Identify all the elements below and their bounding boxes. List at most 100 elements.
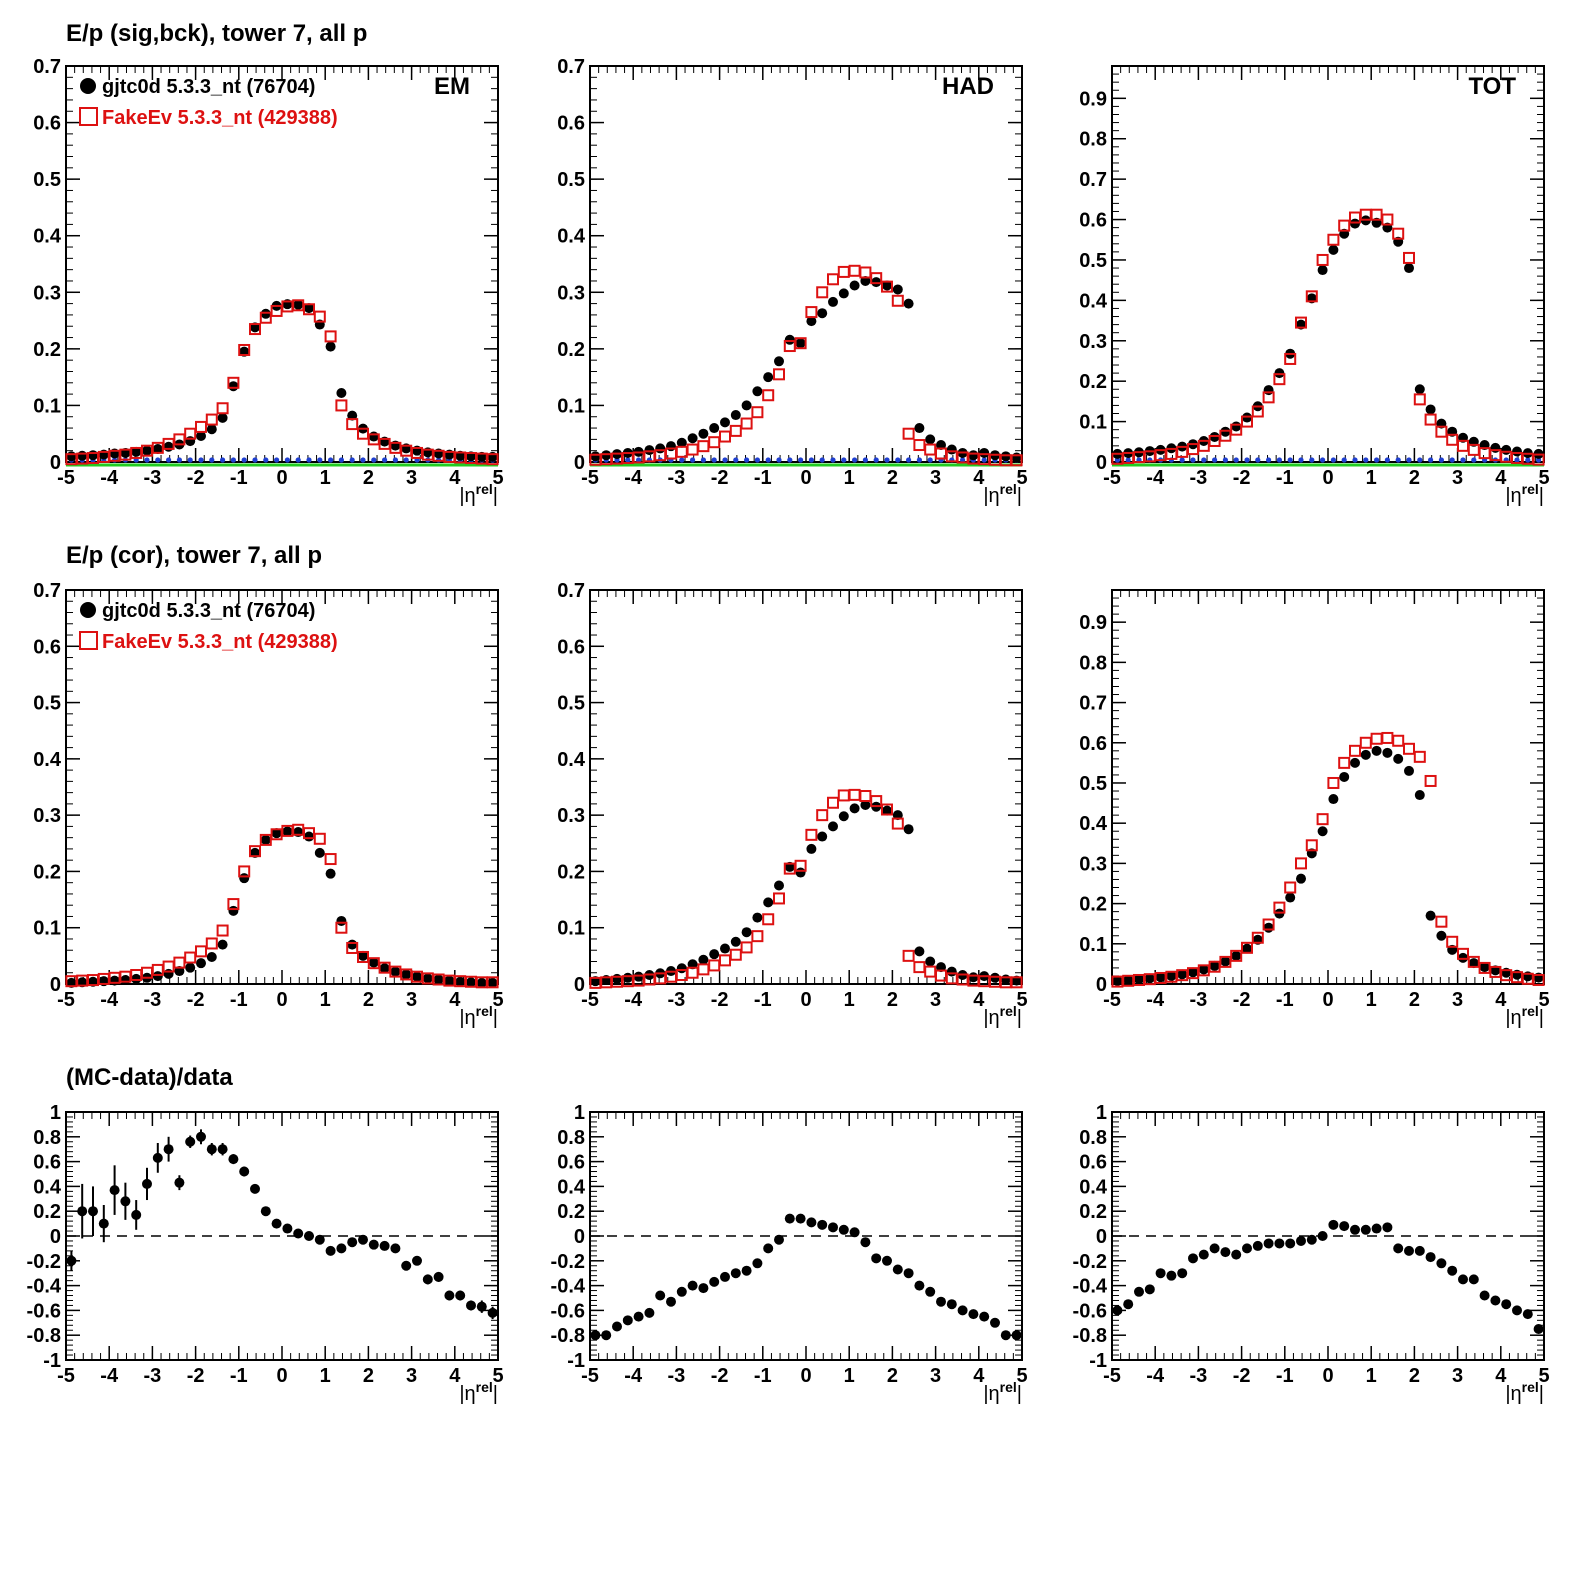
- background-blue-point: [981, 457, 987, 463]
- data-point: [817, 308, 828, 319]
- data-point: [871, 1253, 882, 1264]
- x-tick-label: 1: [320, 989, 331, 1011]
- x-tick-label: 5: [1538, 989, 1549, 1011]
- data-point: [271, 828, 282, 839]
- x-tick-label: -3: [1190, 1365, 1208, 1387]
- mc-point: [762, 389, 775, 402]
- data-point: [444, 1290, 455, 1301]
- panel-tag: HAD: [942, 73, 994, 100]
- plot-frame: [589, 1111, 1023, 1361]
- x-axis-label: |ηrel|: [983, 1379, 1022, 1405]
- x-tick-label: 3: [406, 989, 417, 1011]
- data-point: [1274, 908, 1285, 919]
- y-tick-label: -1: [567, 1350, 585, 1372]
- x-axis-label-tail: |: [493, 485, 498, 507]
- x-tick-label: -1: [754, 1365, 772, 1387]
- y-tick-label: 0.6: [557, 1152, 585, 1174]
- background-blue-point: [1352, 457, 1358, 463]
- panel-9: -1 -0.8 -0.6-0.4 -0.2 0 0.2 0.40.6 0.8 1 -5 -4 -3 -2…: [1073, 1102, 1550, 1405]
- data-point: [217, 1144, 228, 1155]
- data-point: [120, 975, 131, 986]
- data-point: [1134, 1286, 1144, 1297]
- y-tick-label: 0.2: [557, 339, 585, 361]
- data-point: [741, 400, 752, 411]
- data-point: [1404, 1245, 1414, 1256]
- data-point: [1317, 1231, 1328, 1241]
- background-blue-point: [625, 457, 631, 463]
- mc-point: [891, 817, 904, 830]
- mc-point: [1251, 405, 1264, 418]
- mc-point: [805, 828, 818, 841]
- data-point: [1533, 1324, 1544, 1334]
- y-tick-label: 0.2: [557, 1201, 585, 1223]
- mc-point: [740, 417, 753, 430]
- y-tick-label: 0.7: [33, 580, 61, 602]
- x-tick-label: -4: [624, 1365, 643, 1387]
- mc-point: [827, 273, 839, 286]
- background-blue-point: [252, 457, 258, 463]
- background-blue-point: [873, 457, 879, 463]
- x-tick-label: -4: [624, 467, 643, 489]
- data-point: [1177, 969, 1188, 980]
- row-title-ratio: (MC-data)/data: [66, 1064, 233, 1091]
- data-point: [849, 803, 860, 814]
- data-point: [1220, 1247, 1231, 1258]
- x-tick-label: -4: [100, 467, 119, 489]
- background-blue-point: [220, 457, 226, 463]
- data-point: [1339, 1221, 1350, 1232]
- data-point: [444, 975, 455, 986]
- y-tick-label: -0.6: [551, 1300, 585, 1322]
- data-point: [1512, 1305, 1522, 1316]
- data-point: [1011, 1330, 1022, 1341]
- background-blue-point: [636, 457, 642, 463]
- panel-7: -1 -0.8 -0.6-0.4 -0.2 0 0.2 0.40.6 0.8 1 -5 -4 -3 -2…: [27, 1102, 504, 1405]
- data-point: [892, 1264, 903, 1275]
- data-point: [601, 1330, 612, 1341]
- y-tick-label: 0.1: [33, 918, 61, 940]
- x-axis-label: |ηrel|: [1505, 1379, 1544, 1405]
- mc-point: [1424, 413, 1437, 426]
- data-point: [601, 450, 612, 461]
- x-tick-label: -3: [144, 989, 162, 1011]
- background-blue-point: [927, 457, 933, 463]
- data-point: [795, 338, 806, 349]
- panel-2: 0 0.1 0.2 0.3 0.4 0.5 0.6 0.7 -5 -4 -3 -2 -1 0 1 2 3 4 5|η…: [557, 56, 1027, 507]
- mc-point: [686, 443, 699, 456]
- data-point: [882, 1255, 892, 1266]
- data-point: [946, 966, 957, 977]
- y-tick-label: 0.6: [557, 113, 585, 135]
- data-point: [1490, 1295, 1501, 1306]
- x-tick-label: 3: [1452, 989, 1463, 1011]
- row-title-sig-bck: E/p (sig,bck), tower 7, all p: [66, 20, 368, 47]
- x-tick-label: 1: [844, 1365, 855, 1387]
- background-blue-point: [884, 457, 890, 463]
- data-point: [1468, 958, 1479, 969]
- data-point: [1144, 973, 1155, 984]
- x-axis-label: |ηrel|: [459, 1003, 498, 1029]
- data-point: [1000, 1330, 1011, 1341]
- mc-point: [1338, 219, 1351, 232]
- y-tick-label: 0.1: [1079, 934, 1107, 956]
- background-blue-point: [808, 457, 815, 463]
- y-tick-label: 0: [574, 1226, 585, 1248]
- background-blue-point: [776, 457, 782, 463]
- mc-point: [827, 796, 839, 809]
- data-point: [946, 1299, 957, 1310]
- mc-point: [486, 976, 499, 989]
- mc-point: [324, 330, 337, 343]
- mc-point: [1446, 935, 1459, 948]
- mc-point: [1392, 227, 1405, 240]
- data-point: [260, 1206, 271, 1217]
- x-tick-label: 2: [1409, 467, 1420, 489]
- data-point: [239, 873, 250, 884]
- x-tick-label: -4: [624, 989, 643, 1011]
- y-tick-label: 0.4: [557, 1176, 586, 1198]
- data-point: [795, 1213, 806, 1224]
- y-tick-label: 0.5: [1079, 773, 1107, 795]
- x-tick-label: -3: [1190, 467, 1208, 489]
- y-tick-label: -0.2: [27, 1251, 61, 1273]
- y-tick-label: 0.5: [557, 693, 585, 715]
- data-point: [1166, 970, 1177, 981]
- x-axis-label-tail: |: [1539, 485, 1544, 507]
- x-tick-label: 5: [1016, 467, 1027, 489]
